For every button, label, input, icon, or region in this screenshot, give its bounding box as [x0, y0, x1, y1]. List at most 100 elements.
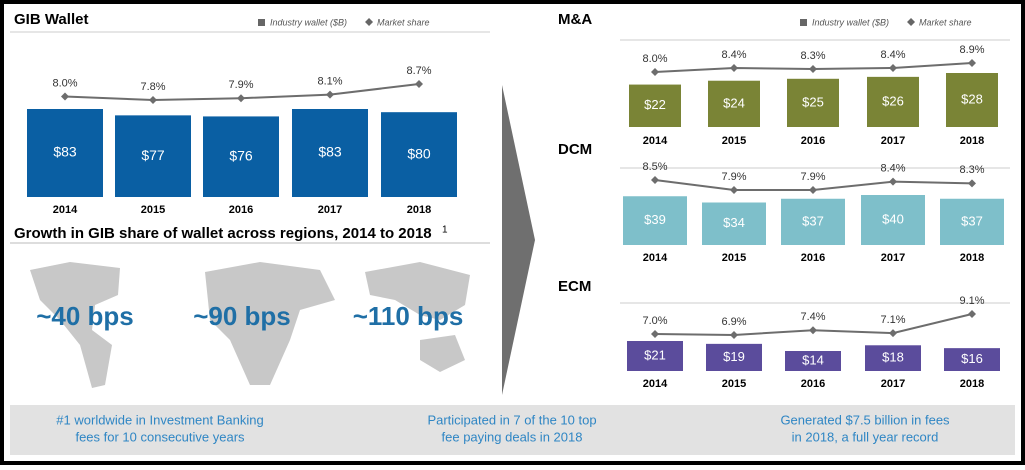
- bar-label: $21: [644, 347, 666, 362]
- legend-label: Market share: [377, 17, 430, 27]
- bar: [785, 351, 841, 371]
- share-label: 8.4%: [880, 163, 905, 175]
- bar-label: $77: [141, 147, 165, 163]
- bar: [623, 196, 687, 245]
- footer-text: Participated in 7 of the 10 top: [427, 412, 596, 427]
- share-label: 6.9%: [721, 316, 746, 328]
- chart-title: DCM: [558, 141, 592, 158]
- legend-swatch: [907, 18, 916, 26]
- bar: [781, 198, 845, 245]
- x-tick-label: 2016: [229, 204, 253, 216]
- bar-label: $16: [961, 351, 983, 366]
- x-tick-label: 2016: [801, 378, 825, 390]
- share-label: 8.4%: [880, 49, 905, 61]
- share-point: [809, 65, 817, 73]
- bar-label: $39: [644, 212, 666, 227]
- share-point: [326, 90, 334, 99]
- share-point: [968, 59, 976, 67]
- chart-title: ECM: [558, 278, 591, 295]
- share-label: 7.9%: [228, 79, 253, 91]
- legend-label: Industry wallet ($B): [812, 17, 889, 27]
- map-americas: [30, 262, 120, 388]
- bar: [787, 78, 839, 127]
- footnote: 1: [442, 225, 448, 236]
- bar-label: $28: [961, 91, 983, 106]
- bar-label: $37: [961, 213, 983, 228]
- footer-text: in 2018, a full year record: [792, 429, 939, 444]
- x-tick-label: 2016: [801, 252, 825, 264]
- footer-text: #1 worldwide in Investment Banking: [56, 412, 263, 427]
- bar: [940, 198, 1004, 245]
- x-tick-label: 2017: [318, 204, 342, 216]
- x-tick-label: 2018: [960, 252, 984, 264]
- share-point: [809, 326, 817, 335]
- bar-label: $83: [53, 144, 77, 160]
- legend-swatch: [258, 19, 265, 26]
- maps: [30, 262, 470, 388]
- share-point: [889, 329, 897, 338]
- bar-label: $37: [802, 213, 824, 228]
- x-tick-label: 2015: [141, 204, 165, 216]
- bar-label: $76: [229, 147, 253, 163]
- share-point: [651, 176, 659, 184]
- share-point: [809, 186, 817, 194]
- bar: [381, 112, 457, 197]
- share-point: [61, 92, 69, 101]
- share-label: 8.0%: [52, 77, 77, 89]
- chart-title: M&A: [558, 11, 592, 28]
- share-label: 8.4%: [721, 49, 746, 61]
- x-tick-label: 2014: [53, 204, 78, 216]
- share-label: 7.4%: [800, 311, 825, 323]
- x-tick-label: 2015: [722, 252, 746, 264]
- bar: [115, 115, 191, 197]
- share-label: 8.1%: [317, 76, 342, 88]
- share-point: [730, 64, 738, 72]
- bar: [203, 116, 279, 197]
- bar: [708, 80, 760, 127]
- bar: [867, 76, 919, 127]
- share-label: 8.7%: [406, 65, 431, 77]
- x-tick-label: 2015: [722, 135, 746, 147]
- region-label: ~110 bps: [353, 301, 464, 331]
- share-label: 7.0%: [642, 315, 667, 327]
- x-tick-label: 2018: [960, 135, 984, 147]
- legend-label: Industry wallet ($B): [270, 17, 347, 27]
- x-tick-label: 2016: [801, 135, 825, 147]
- map-emea: [205, 262, 335, 385]
- map-apac: [365, 262, 470, 372]
- bar-label: $24: [723, 95, 745, 110]
- share-label: 8.3%: [959, 164, 984, 176]
- x-tick-label: 2017: [881, 378, 905, 390]
- legend-swatch: [365, 18, 374, 26]
- share-point: [968, 310, 976, 318]
- footer-text: fees for 10 consecutive years: [75, 429, 245, 444]
- x-tick-label: 2018: [407, 204, 431, 216]
- share-point: [889, 177, 897, 186]
- share-point: [889, 64, 897, 72]
- bar-label: $18: [882, 350, 904, 365]
- share-label: 9.1%: [959, 295, 984, 307]
- footer-text: Generated $7.5 billion in fees: [780, 412, 950, 427]
- footer-band: [10, 405, 1015, 455]
- bar: [706, 343, 762, 371]
- share-point: [237, 94, 245, 103]
- share-point: [149, 96, 157, 104]
- bar-label: $40: [882, 211, 904, 226]
- bar: [627, 341, 683, 371]
- bar: [861, 195, 925, 245]
- share-point: [730, 331, 738, 339]
- bar-label: $34: [723, 215, 745, 230]
- bar: [702, 202, 766, 245]
- share-point: [651, 68, 659, 76]
- x-tick-label: 2018: [960, 378, 984, 390]
- share-label: 7.9%: [800, 171, 825, 183]
- share-point: [651, 330, 659, 339]
- x-tick-label: 2014: [643, 135, 668, 147]
- bar: [865, 345, 921, 371]
- x-tick-label: 2014: [643, 378, 668, 390]
- regions-title: Growth in GIB share of wallet across reg…: [14, 225, 432, 242]
- legend-label: Market share: [919, 17, 972, 27]
- bar: [629, 84, 681, 127]
- chart-title: GIB Wallet: [14, 11, 88, 28]
